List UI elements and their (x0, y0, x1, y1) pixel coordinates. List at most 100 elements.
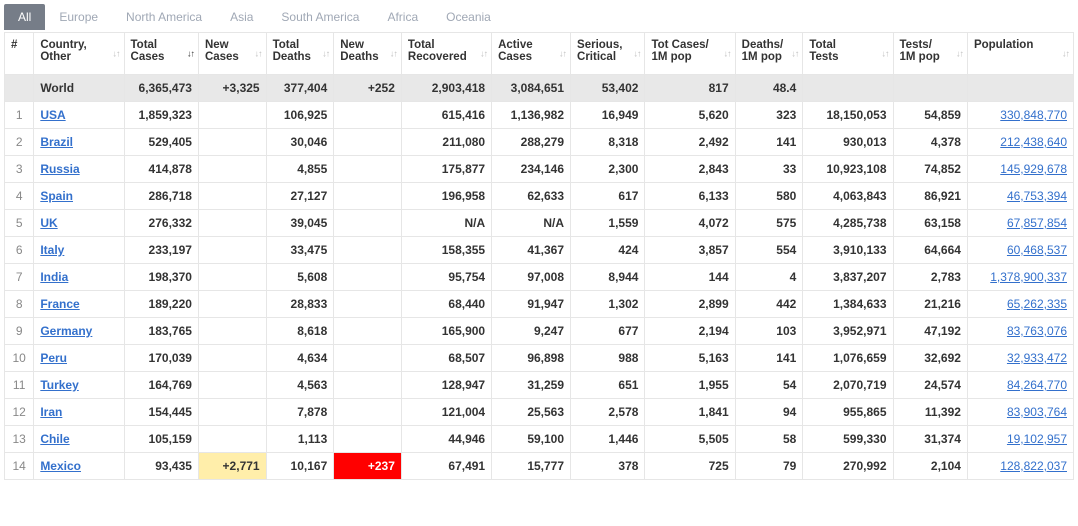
cell: World (34, 75, 124, 102)
cell: 39,045 (266, 210, 334, 237)
column-header[interactable]: ActiveCases↓↑ (492, 33, 571, 75)
cell: 651 (571, 372, 645, 399)
cell: 175,877 (401, 156, 491, 183)
cell (198, 102, 266, 129)
cell: 5 (5, 210, 34, 237)
tab-oceania[interactable]: Oceania (432, 4, 505, 30)
cell: 91,947 (492, 291, 571, 318)
population-link[interactable]: 65,262,335 (1007, 297, 1067, 311)
column-header[interactable]: Country,Other↓↑ (34, 33, 124, 75)
column-header[interactable]: TotalDeaths↓↑ (266, 33, 334, 75)
country-link[interactable]: France (40, 297, 79, 311)
cell: 1,841 (645, 399, 735, 426)
cell: 8,318 (571, 129, 645, 156)
cell (334, 372, 402, 399)
column-header[interactable]: NewCases↓↑ (198, 33, 266, 75)
cell: Peru (34, 345, 124, 372)
table-row: 4Spain286,71827,127196,95862,6336176,133… (5, 183, 1074, 210)
tab-europe[interactable]: Europe (45, 4, 112, 30)
tab-asia[interactable]: Asia (216, 4, 267, 30)
data-table: #Country,Other↓↑TotalCases↓↑NewCases↓↑To… (4, 32, 1074, 480)
cell: 47,192 (893, 318, 967, 345)
population-link[interactable]: 330,848,770 (1000, 108, 1067, 122)
column-header[interactable]: NewDeaths↓↑ (334, 33, 402, 75)
cell (198, 426, 266, 453)
cell: 53,402 (571, 75, 645, 102)
country-link[interactable]: Turkey (40, 378, 78, 392)
cell: 2,492 (645, 129, 735, 156)
population-link[interactable]: 128,822,037 (1000, 459, 1067, 473)
sort-icon: ↓↑ (724, 49, 731, 58)
cell: 144 (645, 264, 735, 291)
table-row: 5UK276,33239,045N/AN/A1,5594,0725754,285… (5, 210, 1074, 237)
population-link[interactable]: 1,378,900,337 (990, 270, 1067, 284)
population-link[interactable]: 60,468,537 (1007, 243, 1067, 257)
cell: 930,013 (803, 129, 893, 156)
cell (5, 75, 34, 102)
cell: 988 (571, 345, 645, 372)
population-link[interactable]: 212,438,640 (1000, 135, 1067, 149)
cell: 4,855 (266, 156, 334, 183)
sort-icon: ↓↑ (390, 49, 397, 58)
cell: 7,878 (266, 399, 334, 426)
table-row: 6Italy233,19733,475158,35541,3674243,857… (5, 237, 1074, 264)
population-link[interactable]: 83,903,764 (1007, 405, 1067, 419)
column-header[interactable]: TotalRecovered↓↑ (401, 33, 491, 75)
population-link[interactable]: 67,857,854 (1007, 216, 1067, 230)
column-header[interactable]: # (5, 33, 34, 75)
column-header[interactable]: Tests/1M pop↓↑ (893, 33, 967, 75)
country-link[interactable]: Mexico (40, 459, 81, 473)
cell: 4,634 (266, 345, 334, 372)
country-link[interactable]: UK (40, 216, 57, 230)
population-link[interactable]: 83,763,076 (1007, 324, 1067, 338)
cell: 554 (735, 237, 803, 264)
column-header[interactable]: TotalCases↓↑ (124, 33, 198, 75)
cell (198, 318, 266, 345)
cell (198, 291, 266, 318)
population-link[interactable]: 46,753,394 (1007, 189, 1067, 203)
cell: India (34, 264, 124, 291)
tab-africa[interactable]: Africa (373, 4, 432, 30)
country-link[interactable]: Germany (40, 324, 92, 338)
cell: 233,197 (124, 237, 198, 264)
cell: 93,435 (124, 453, 198, 480)
country-link[interactable]: Russia (40, 162, 79, 176)
tab-all[interactable]: All (4, 4, 45, 30)
cell: 6,365,473 (124, 75, 198, 102)
population-link[interactable]: 145,929,678 (1000, 162, 1067, 176)
column-header[interactable]: Population↓↑ (967, 33, 1073, 75)
country-link[interactable]: Italy (40, 243, 64, 257)
cell (334, 291, 402, 318)
tab-north-america[interactable]: North America (112, 4, 216, 30)
column-header[interactable]: TotalTests↓↑ (803, 33, 893, 75)
country-link[interactable]: Chile (40, 432, 69, 446)
tab-south-america[interactable]: South America (267, 4, 373, 30)
column-header[interactable]: Deaths/1M pop↓↑ (735, 33, 803, 75)
column-header[interactable]: Serious,Critical↓↑ (571, 33, 645, 75)
column-header[interactable]: Tot Cases/1M pop↓↑ (645, 33, 735, 75)
cell: 378 (571, 453, 645, 480)
cell (893, 75, 967, 102)
country-link[interactable]: Iran (40, 405, 62, 419)
cell: 12 (5, 399, 34, 426)
cell: 128,947 (401, 372, 491, 399)
country-link[interactable]: Spain (40, 189, 73, 203)
country-link[interactable]: Peru (40, 351, 67, 365)
cell: 270,992 (803, 453, 893, 480)
population-link[interactable]: 84,264,770 (1007, 378, 1067, 392)
country-link[interactable]: Brazil (40, 135, 73, 149)
population-link[interactable]: 32,933,472 (1007, 351, 1067, 365)
country-link[interactable]: USA (40, 108, 65, 122)
cell (334, 156, 402, 183)
cell: 28,833 (266, 291, 334, 318)
cell: 1,302 (571, 291, 645, 318)
country-link[interactable]: India (40, 270, 68, 284)
cell: 15,777 (492, 453, 571, 480)
population-link[interactable]: 19,102,957 (1007, 432, 1067, 446)
cell: 11 (5, 372, 34, 399)
cell: 96,898 (492, 345, 571, 372)
cell: 2 (5, 129, 34, 156)
cell: 9,247 (492, 318, 571, 345)
cell: 164,769 (124, 372, 198, 399)
cell: 7 (5, 264, 34, 291)
